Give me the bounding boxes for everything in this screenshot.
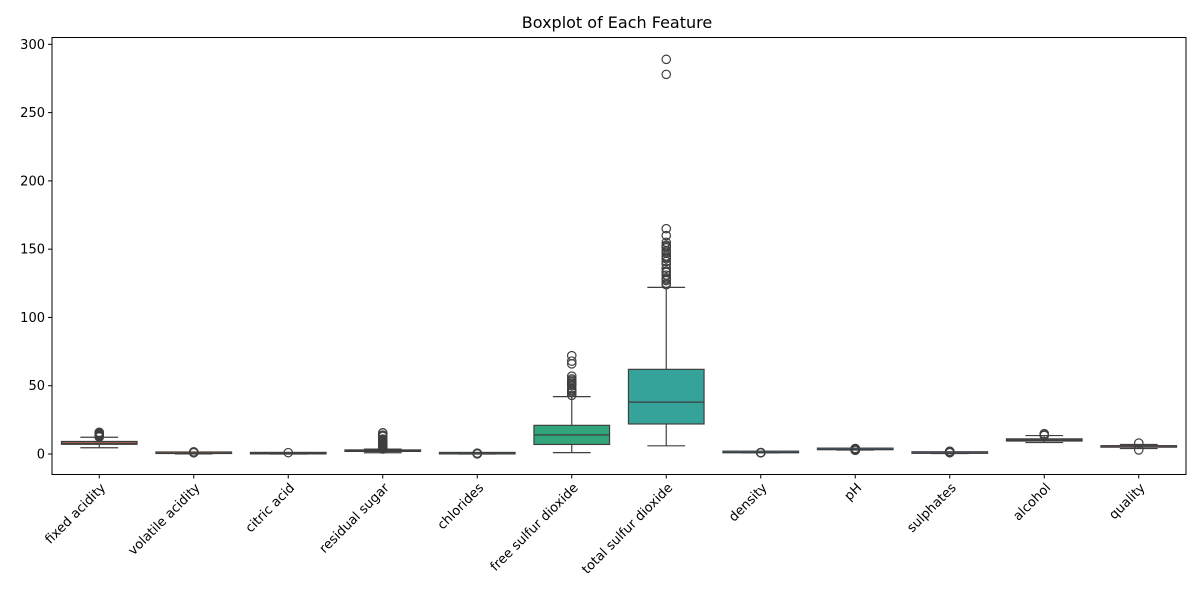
outlier-point (566, 374, 577, 384)
outlier-point (566, 350, 577, 361)
box-group (344, 428, 422, 454)
x-tick-label: chlorides (435, 481, 487, 533)
box (627, 368, 705, 425)
outlier-point (661, 273, 672, 283)
outlier-point (566, 356, 577, 366)
plot-frame (51, 37, 1187, 475)
box-group (438, 448, 516, 459)
outlier-point (188, 447, 199, 457)
box-group (911, 446, 989, 458)
y-tick-label: 50 (28, 379, 45, 394)
outlier-point (661, 69, 672, 80)
box-group (533, 350, 611, 454)
box-group (155, 447, 233, 458)
outlier-point (944, 446, 955, 457)
outlier-point (566, 390, 577, 401)
outlier-point (472, 448, 483, 458)
y-tick-label: 100 (20, 311, 45, 326)
outlier-point (1133, 438, 1144, 448)
x-axis: fixed acidity volatile acidity citric acid… (42, 474, 1149, 578)
box-group (249, 447, 327, 458)
x-tick-label: citric acid (243, 481, 298, 536)
y-tick-label: 250 (20, 106, 45, 121)
outlier-point (566, 371, 577, 381)
outlier-point (94, 427, 105, 438)
outlier-point (377, 434, 388, 444)
outlier-point (661, 266, 672, 276)
y-tick-label: 0 (37, 448, 45, 463)
outlier-point (661, 54, 672, 65)
outlier-point (661, 263, 672, 274)
y-tick-label: 150 (20, 243, 45, 258)
outlier-point (850, 443, 861, 454)
outlier-point (661, 240, 672, 250)
outlier-point (661, 237, 672, 248)
outlier-point (661, 230, 672, 241)
box-group (816, 443, 894, 456)
chart-title: Boxplot of Each Feature (522, 13, 712, 32)
x-tick-label: density (726, 481, 771, 526)
plot-area (60, 54, 1178, 459)
box-group (722, 447, 800, 458)
box-group (1100, 438, 1178, 455)
x-tick-label: alcohol (1011, 481, 1054, 524)
x-tick-label: sulphates (904, 481, 959, 536)
x-tick-label: fixed acidity (42, 481, 109, 548)
y-tick-label: 300 (20, 38, 45, 53)
x-tick-label: residual sugar (317, 480, 393, 556)
outlier-point (755, 447, 766, 458)
outlier-point (661, 270, 672, 280)
x-tick-label: total sulfur dioxide (579, 481, 676, 578)
x-tick-label: quality (1107, 481, 1149, 523)
outlier-point (661, 223, 672, 234)
x-tick-label: pH (842, 481, 865, 504)
outlier-point (1039, 428, 1050, 439)
outlier-point (1133, 445, 1144, 455)
x-tick-label: free sulfur dioxide (488, 481, 582, 575)
y-axis: 0 50 100 150 200 250 300 (20, 38, 52, 463)
box-group (627, 54, 705, 447)
outlier-point (283, 447, 294, 458)
x-tick-label: volatile acidity (126, 481, 204, 559)
y-tick-label: 200 (20, 174, 45, 189)
box-group (60, 427, 138, 449)
outlier-point (377, 428, 388, 438)
box-group (1005, 428, 1083, 444)
